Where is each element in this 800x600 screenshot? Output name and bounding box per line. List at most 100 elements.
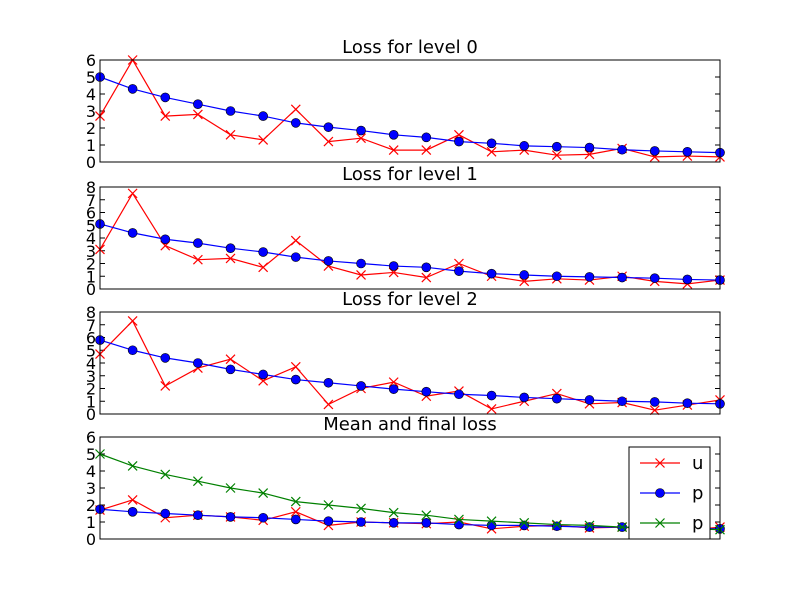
y-tick-label: 1 bbox=[86, 136, 96, 155]
data-point bbox=[160, 92, 171, 103]
data-point bbox=[454, 514, 464, 525]
y-tick-label: 7 bbox=[86, 316, 96, 335]
data-point bbox=[454, 389, 464, 400]
y-tick-label: 1 bbox=[86, 267, 96, 286]
data-point bbox=[552, 393, 562, 404]
data-point bbox=[127, 84, 138, 94]
legend-marker bbox=[655, 518, 665, 528]
y-tick-label: 0 bbox=[86, 405, 96, 424]
data-point bbox=[258, 111, 268, 121]
y-tick-label: 0 bbox=[86, 530, 96, 549]
data-point bbox=[486, 390, 497, 401]
data-point bbox=[323, 516, 334, 526]
y-tick-label: 7 bbox=[86, 191, 96, 210]
data-point bbox=[486, 520, 497, 531]
y-tick-label: 2 bbox=[86, 119, 96, 138]
data-point bbox=[356, 258, 366, 269]
y-tick-label: 4 bbox=[86, 354, 96, 373]
data-point bbox=[551, 519, 562, 530]
data-point bbox=[454, 258, 464, 269]
data-point bbox=[649, 273, 660, 283]
data-point bbox=[192, 109, 203, 120]
subplot-title: Loss for level 0 bbox=[342, 37, 478, 58]
legend-label: u bbox=[692, 453, 703, 474]
axes-frame bbox=[99, 59, 721, 163]
data-point bbox=[258, 369, 268, 380]
data-point bbox=[225, 253, 236, 264]
data-point bbox=[617, 272, 627, 283]
axes-frame bbox=[99, 186, 721, 290]
data-point bbox=[421, 510, 432, 521]
data-point bbox=[192, 476, 203, 487]
data-point bbox=[323, 377, 334, 388]
data-point bbox=[454, 129, 464, 140]
data-point bbox=[486, 138, 497, 149]
data-point bbox=[454, 519, 464, 530]
data-point bbox=[290, 252, 301, 262]
data-point bbox=[258, 262, 269, 273]
series-1 bbox=[95, 72, 725, 158]
y-tick-label: 8 bbox=[86, 303, 96, 322]
data-point bbox=[552, 141, 562, 152]
data-point bbox=[649, 146, 660, 156]
series-line bbox=[99, 223, 721, 281]
data-point bbox=[127, 345, 138, 356]
series-line bbox=[99, 339, 721, 405]
y-tick-label: 3 bbox=[86, 367, 96, 386]
data-point bbox=[323, 500, 334, 510]
y-tick-label: 0 bbox=[86, 280, 96, 299]
data-point bbox=[193, 358, 203, 368]
data-point bbox=[388, 384, 399, 394]
data-point bbox=[290, 514, 301, 525]
data-point bbox=[290, 374, 301, 385]
data-point bbox=[682, 147, 693, 157]
data-point bbox=[584, 149, 595, 160]
data-point bbox=[127, 228, 138, 238]
y-tick-label: 5 bbox=[86, 68, 96, 87]
data-point bbox=[584, 395, 595, 405]
legend: upp bbox=[628, 446, 711, 540]
y-tick-label: 6 bbox=[86, 204, 96, 223]
data-point bbox=[552, 521, 562, 532]
data-point bbox=[519, 270, 530, 280]
data-point bbox=[127, 506, 138, 517]
data-point bbox=[486, 403, 497, 414]
data-point bbox=[225, 512, 236, 522]
data-point bbox=[127, 188, 138, 199]
data-point bbox=[388, 145, 399, 156]
data-point bbox=[584, 520, 595, 531]
y-tick-label: 3 bbox=[86, 242, 96, 261]
data-point bbox=[160, 469, 171, 480]
data-point bbox=[388, 507, 399, 518]
data-point bbox=[649, 397, 660, 407]
data-point bbox=[356, 381, 366, 391]
data-point bbox=[421, 262, 432, 273]
data-point bbox=[225, 364, 236, 375]
data-point bbox=[160, 353, 171, 363]
axes-frame bbox=[99, 436, 721, 540]
data-point bbox=[421, 145, 432, 156]
data-point bbox=[682, 398, 693, 408]
y-tick-label: 5 bbox=[86, 216, 96, 235]
data-point bbox=[290, 361, 301, 372]
y-tick-label: 2 bbox=[86, 255, 96, 274]
y-tick-label: 6 bbox=[86, 428, 96, 447]
y-tick-label: 6 bbox=[86, 51, 96, 70]
subplot-title: Mean and final loss bbox=[323, 414, 497, 435]
data-point bbox=[258, 247, 268, 257]
data-point bbox=[421, 386, 432, 397]
data-point bbox=[290, 235, 301, 246]
y-tick-label: 0 bbox=[86, 153, 96, 172]
data-point bbox=[193, 99, 203, 109]
data-point bbox=[356, 270, 366, 280]
data-point bbox=[258, 134, 269, 145]
data-point bbox=[225, 106, 236, 116]
y-tick-label: 4 bbox=[86, 85, 96, 104]
data-point bbox=[356, 517, 366, 527]
data-point bbox=[193, 238, 203, 248]
subplot-title: Loss for level 1 bbox=[342, 164, 478, 185]
